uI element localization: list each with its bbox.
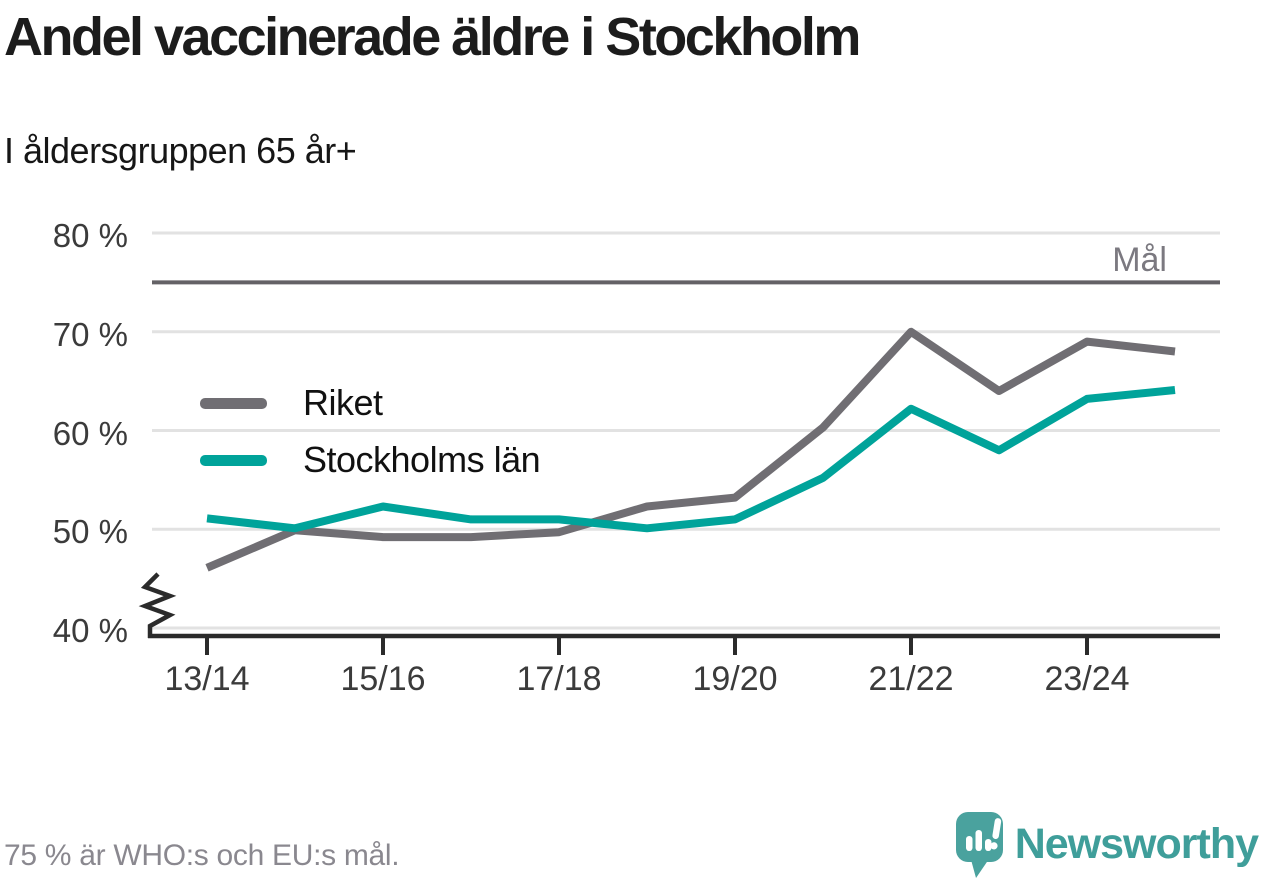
x-axis-label-17-18: 17/18 bbox=[516, 660, 602, 698]
chart-title: Andel vaccinerade äldre i Stockholm bbox=[4, 7, 861, 67]
data-line-riket bbox=[205, 327, 1176, 572]
y-axis-label-60: 60 % bbox=[52, 414, 128, 452]
legend-item-riket: Riket bbox=[200, 382, 540, 423]
x-axis-label-13-14: 13/14 bbox=[164, 660, 250, 698]
newsworthy-logo: Newsworthy bbox=[955, 810, 1259, 879]
x-axis-label-21-22: 21/22 bbox=[868, 660, 954, 698]
x-axis-label-19-20: 19/20 bbox=[692, 660, 778, 698]
y-axis-label-50: 50 % bbox=[52, 513, 128, 551]
chart-legend: Riket Stockholms län bbox=[200, 382, 541, 497]
y-axis-label-80: 80 % bbox=[52, 217, 128, 254]
legend-swatch-riket bbox=[200, 397, 267, 409]
y-axis-label-70: 70 % bbox=[52, 315, 128, 353]
legend-label-stockholms-lan: Stockholms län bbox=[303, 439, 541, 480]
chart-subtitle: I åldersgruppen 65 år+ bbox=[4, 130, 357, 171]
y-axis-label-40: 40 % bbox=[52, 612, 128, 649]
y-axis-break-icon bbox=[138, 572, 177, 638]
legend-swatch-stockholms-lan bbox=[200, 454, 267, 466]
newsworthy-speech-bubble-chart-icon bbox=[955, 812, 1003, 878]
data-line-stockholms-län bbox=[206, 386, 1176, 533]
x-axis-label-15-16: 15/16 bbox=[340, 660, 426, 698]
legend-label-riket: Riket bbox=[303, 382, 383, 423]
newsworthy-wordmark: Newsworthy bbox=[1014, 820, 1259, 868]
x-axis-label-23-24: 23/24 bbox=[1044, 660, 1130, 698]
legend-item-stockholms-lan: Stockholms län bbox=[200, 439, 541, 480]
footer-note: 75 % är WHO:s och EU:s mål. bbox=[4, 839, 400, 872]
goal-line-label: Mål bbox=[1112, 241, 1167, 279]
